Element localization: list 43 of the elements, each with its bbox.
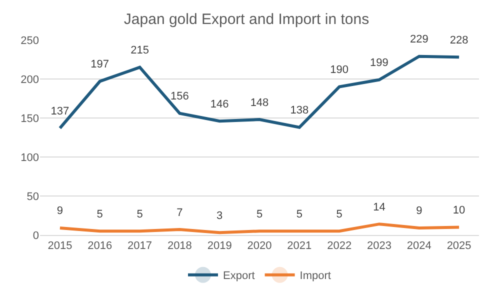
x-tick-label: 2022 xyxy=(327,240,352,252)
x-tick-label: 2025 xyxy=(446,240,472,252)
y-tick-label: 100 xyxy=(20,152,39,164)
legend-label: Export xyxy=(223,270,255,282)
x-tick-label: 2018 xyxy=(167,240,192,252)
x-tick-label: 2023 xyxy=(366,240,392,252)
chart-title: Japan gold Export and Import in tons xyxy=(124,11,370,28)
data-label: 7 xyxy=(176,206,183,219)
data-label: 5 xyxy=(136,208,143,220)
data-label: 3 xyxy=(216,210,223,222)
data-label: 190 xyxy=(330,64,348,76)
legend-label: Import xyxy=(300,270,331,282)
x-tick-label: 2021 xyxy=(287,240,312,252)
data-label: 228 xyxy=(450,34,468,46)
data-label: 5 xyxy=(96,208,103,220)
data-label: 197 xyxy=(90,58,110,71)
data-label: 146 xyxy=(210,98,229,110)
data-label: 215 xyxy=(130,44,149,57)
data-label: 229 xyxy=(410,34,428,46)
x-tick-label: 2016 xyxy=(88,240,112,252)
y-tick-label: 250 xyxy=(20,34,39,47)
x-tick-label: 2017 xyxy=(128,240,152,252)
y-tick-label: 200 xyxy=(20,74,39,86)
data-label: 10 xyxy=(452,204,466,216)
data-label: 9 xyxy=(56,205,64,218)
y-tick-label: 0 xyxy=(32,230,39,242)
data-label: 14 xyxy=(373,201,386,214)
data-label: 199 xyxy=(370,57,388,70)
y-tick-label: 150 xyxy=(20,112,39,125)
data-label: 5 xyxy=(256,208,263,220)
data-label: 138 xyxy=(290,104,309,117)
x-tick-label: 2020 xyxy=(247,240,272,252)
y-tick-label: 50 xyxy=(26,190,39,203)
data-label: 5 xyxy=(336,208,342,220)
data-label: 156 xyxy=(170,90,189,103)
data-label: 148 xyxy=(250,96,269,109)
data-label: 137 xyxy=(50,105,70,118)
data-label: 5 xyxy=(296,208,302,220)
x-tick-label: 2019 xyxy=(207,240,232,252)
data-label: 9 xyxy=(416,205,422,218)
x-tick-label: 2024 xyxy=(406,240,432,252)
line-series xyxy=(58,222,461,234)
x-tick-label: 2015 xyxy=(48,240,72,252)
